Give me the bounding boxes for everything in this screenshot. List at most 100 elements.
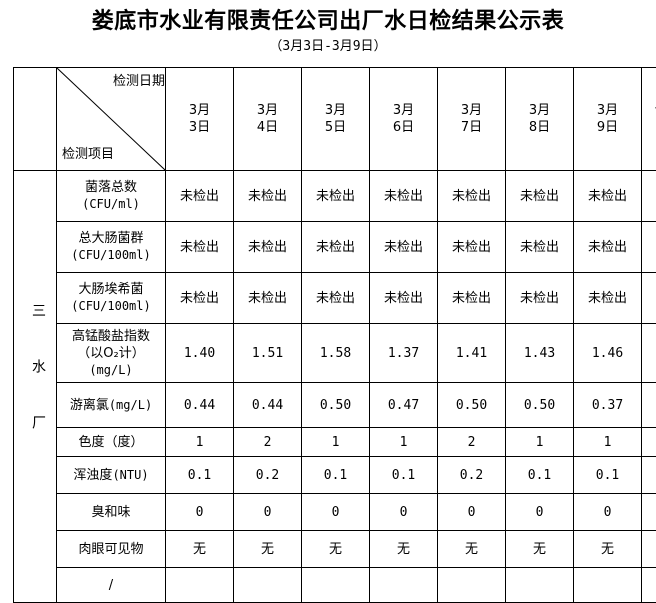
- header-date-2: 3月 5日: [302, 68, 370, 171]
- cell-value: 0.50: [438, 383, 506, 428]
- table-row: 游离氯(mg/L) 0.44 0.44 0.50 0.47 0.50 0.50 …: [14, 383, 656, 428]
- cell-pass-rate: [642, 568, 656, 603]
- cell-pass-rate: 100: [642, 222, 656, 273]
- header-date-2-month: 3月: [325, 103, 346, 118]
- cell-value: 无: [166, 531, 234, 568]
- cell-value: 未检出: [574, 273, 642, 324]
- header-date-1: 3月 4日: [234, 68, 302, 171]
- cell-value: 无: [506, 531, 574, 568]
- header-date-0-month: 3月: [189, 103, 210, 118]
- cell-value: 未检出: [302, 273, 370, 324]
- cell-value: 1: [370, 428, 438, 457]
- cell-value: 0.1: [574, 457, 642, 494]
- cell-value: 未检出: [302, 222, 370, 273]
- cell-value: 0: [234, 494, 302, 531]
- cell-value: [506, 568, 574, 603]
- corner-date-label: 检测日期: [113, 72, 159, 91]
- header-pass-rate: 合格率 (%): [642, 68, 656, 171]
- cell-value: 未检出: [166, 222, 234, 273]
- plant-label-cell: 三水厂: [14, 171, 57, 603]
- cell-value: 无: [574, 531, 642, 568]
- row-label-free-chlorine: 游离氯(mg/L): [57, 383, 166, 428]
- cell-value: 未检出: [438, 171, 506, 222]
- cell-pass-rate: 100: [642, 171, 656, 222]
- cell-value: 2: [438, 428, 506, 457]
- table-row: 色度（度） 1 2 1 1 2 1 1 100: [14, 428, 656, 457]
- corner-diagonal-cell: 检测日期 检测项目: [57, 68, 166, 171]
- table-row: 三水厂 菌落总数 (CFU/ml) 未检出 未检出 未检出 未检出 未检出 未检…: [14, 171, 656, 222]
- cell-value: [574, 568, 642, 603]
- cell-value: 未检出: [370, 171, 438, 222]
- cell-value: 0.50: [506, 383, 574, 428]
- cell-value: [370, 568, 438, 603]
- cell-value: 0: [370, 494, 438, 531]
- cell-value: 无: [234, 531, 302, 568]
- row-label-e-coli: 大肠埃希菌 (CFU/100ml): [57, 273, 166, 324]
- header-date-0-day: 3日: [189, 120, 210, 135]
- cell-value: 无: [302, 531, 370, 568]
- cell-pass-rate: 100: [642, 494, 656, 531]
- cell-value: 0.47: [370, 383, 438, 428]
- cell-value: [302, 568, 370, 603]
- row-label-chromaticity: 色度（度）: [57, 428, 166, 457]
- row-unit: (CFU/ml): [82, 197, 140, 211]
- cell-value: 未检出: [234, 222, 302, 273]
- cell-value: 1.46: [574, 324, 642, 383]
- table-row: 浑浊度(NTU) 0.1 0.2 0.1 0.1 0.2 0.1 0.1 100: [14, 457, 656, 494]
- header-date-1-day: 4日: [257, 120, 278, 135]
- cell-value: 未检出: [506, 222, 574, 273]
- cell-value: 0: [302, 494, 370, 531]
- subtitle-close-paren: ）: [374, 39, 387, 54]
- cell-value: [166, 568, 234, 603]
- table-row: 臭和味 0 0 0 0 0 0 0 100: [14, 494, 656, 531]
- header-date-5-month: 3月: [529, 103, 550, 118]
- corner-item-label: 检测项目: [62, 145, 114, 164]
- header-date-4-day: 7日: [461, 120, 482, 135]
- header-date-4: 3月 7日: [438, 68, 506, 171]
- table-row: /: [14, 568, 656, 603]
- row-unit: (mg/L): [89, 363, 132, 377]
- cell-value: 未检出: [234, 273, 302, 324]
- table-row: 大肠埃希菌 (CFU/100ml) 未检出 未检出 未检出 未检出 未检出 未检…: [14, 273, 656, 324]
- table-row: 肉眼可见物 无 无 无 无 无 无 无 100: [14, 531, 656, 568]
- cell-value: 未检出: [506, 171, 574, 222]
- cell-value: 未检出: [166, 273, 234, 324]
- cell-value: 0.1: [302, 457, 370, 494]
- row-name-secondary: （以O₂计）: [77, 346, 144, 361]
- row-name: 浑浊度: [73, 468, 112, 483]
- cell-value: 0.1: [506, 457, 574, 494]
- cell-value: 1: [574, 428, 642, 457]
- cell-pass-rate: 100: [642, 531, 656, 568]
- cell-pass-rate: 100: [642, 273, 656, 324]
- table-row: 总大肠菌群 (CFU/100ml) 未检出 未检出 未检出 未检出 未检出 未检…: [14, 222, 656, 273]
- row-unit: (mg/L): [109, 398, 152, 412]
- subtitle-range: 3月3日-3月9日: [282, 39, 373, 54]
- cell-value: 未检出: [574, 171, 642, 222]
- cell-pass-rate: 100: [642, 324, 656, 383]
- row-name: 大肠埃希菌: [78, 282, 143, 297]
- row-label-bacteria-count: 菌落总数 (CFU/ml): [57, 171, 166, 222]
- cell-value: 无: [370, 531, 438, 568]
- cell-value: 未检出: [438, 273, 506, 324]
- table-header-row: 检测日期 检测项目 3月 3日 3月 4日 3月 5日: [14, 68, 656, 171]
- row-label-odor-taste: 臭和味: [57, 494, 166, 531]
- cell-value: 0.50: [302, 383, 370, 428]
- cell-value: 0: [438, 494, 506, 531]
- header-date-6-day: 9日: [597, 120, 618, 135]
- cell-value: 1: [506, 428, 574, 457]
- cell-value: 未检出: [438, 222, 506, 273]
- header-date-2-day: 5日: [325, 120, 346, 135]
- row-unit: (NTU): [112, 468, 148, 482]
- cell-value: 未检出: [506, 273, 574, 324]
- row-label-permanganate-index: 高锰酸盐指数 （以O₂计） (mg/L): [57, 324, 166, 383]
- header-date-3: 3月 6日: [370, 68, 438, 171]
- cell-value: 0: [166, 494, 234, 531]
- results-table-wrap: 检测日期 检测项目 3月 3日 3月 4日 3月 5日: [13, 67, 643, 603]
- date-range-subtitle: （3月3日-3月9日）: [0, 37, 656, 57]
- cell-value: 0.37: [574, 383, 642, 428]
- cell-value: 未检出: [166, 171, 234, 222]
- header-date-3-day: 6日: [393, 120, 414, 135]
- header-date-4-month: 3月: [461, 103, 482, 118]
- table-body: 检测日期 检测项目 3月 3日 3月 4日 3月 5日: [14, 68, 656, 603]
- cell-value: 0.2: [234, 457, 302, 494]
